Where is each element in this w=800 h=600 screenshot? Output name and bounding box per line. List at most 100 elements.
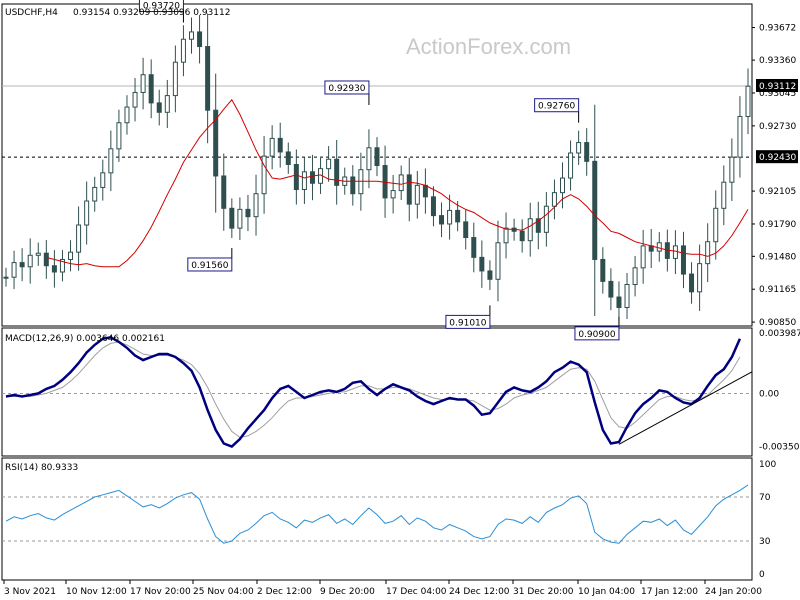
candle-body [697,263,703,293]
candle-body [600,258,606,282]
price-callout-label: 0.90900 [578,330,615,340]
candle-body [43,252,49,267]
price-callout-label: 0.93720 [143,2,180,12]
candle-body [51,265,57,273]
price-callout-box [574,326,620,341]
candle-body [471,237,477,258]
candle-body [277,137,283,153]
candle-body [463,221,469,239]
x-tick-label: 17 Dec 04:00 [386,587,447,597]
candle-body [309,171,315,184]
price-panel: 0.93720 0.91560 0.92930 0.91010 0.92760 0.909… [2,0,752,341]
candle-body [221,175,227,209]
x-tick-label: 9 Dec 20:00 [320,587,375,597]
candle-body [689,273,695,293]
rsi-panel [2,484,752,544]
macd-y-tick-label: 0.003987 [759,329,800,339]
candle-body [358,169,364,195]
candle-body [148,74,154,104]
price-callout-label: 0.91560 [191,261,228,271]
candle-body [116,122,122,150]
candle-body [293,163,299,191]
candle-body [656,242,662,252]
candle-body [76,224,82,253]
price-y-tick-label: 0.93360 [759,56,796,66]
candle-body [68,251,74,260]
price-callout-box [138,0,184,13]
candle-body [519,230,525,242]
candle-body [156,102,162,113]
candle-body [100,172,106,188]
candle-body [374,147,380,167]
candle-body [551,192,557,207]
macd-frame [1,327,753,457]
symbol-timeframe-label: USDCHF,H4 [5,8,58,18]
candle-body [132,91,138,108]
candle-body [261,155,267,195]
candle-body [180,38,186,63]
macd-panel [2,335,753,448]
candle-body [27,254,33,268]
candle-body [672,245,678,259]
price-y-tick-label: 0.92105 [759,187,796,197]
candle-body [108,148,114,174]
candle-body [576,142,582,154]
candle-body [253,193,259,218]
candle-body [414,184,420,205]
x-tick-label: 10 Nov 12:00 [66,587,127,597]
x-tick-label: 2 Dec 12:00 [257,587,312,597]
watermark: ActionForex.com [406,34,571,59]
price-y-tick-label: 0.93672 [759,24,796,34]
candle-body [213,109,219,177]
candle-body [84,200,90,226]
candle-body [390,190,396,199]
x-tick-label: 24 Jan 20:00 [705,587,762,597]
candle-body [745,85,751,117]
ohlc-values: 0.93154 0.93209 0.93096 0.93112 [73,8,230,18]
candle-body [568,152,574,179]
candle-body [406,174,412,205]
price-callout-label: 0.92930 [328,84,365,94]
candle-body [237,208,243,229]
rsi-y-tick-label: 0 [759,570,765,580]
candle-body [495,242,501,280]
candle-body [124,106,130,124]
candle-body [19,262,25,268]
candle-body [334,158,340,186]
candle-body [269,137,275,157]
x-tick-label: 24 Dec 12:00 [449,587,510,597]
candle-body [301,171,307,191]
candle-body [172,61,178,97]
candle-body [326,158,332,170]
axes: 0.93672 0.93360 0.93045 0.92730 0.92105 0.917… [3,24,800,597]
candle-body [350,176,356,195]
macd-line [5,335,742,448]
x-tick-label: 3 Nov 2021 [4,587,56,597]
candle-body [245,208,251,218]
price-frame [1,3,753,327]
price-callout-label: 0.92760 [538,102,575,112]
macd-signal-line [6,341,741,438]
candle-body [140,74,146,93]
candle-body [616,296,622,308]
candle-body [592,160,598,260]
candle-body [35,252,41,256]
candle-body [535,218,541,233]
candle-body [721,181,727,209]
price-y-tick-label: 0.91480 [759,252,796,262]
x-tick-label: 10 Jan 04:00 [578,587,635,597]
macd-y-tick-label: -0.003508 [759,443,800,453]
price-callout-box [445,314,491,329]
candle-body [527,218,533,242]
price-y-tick-label: 0.91165 [759,285,796,295]
price-y-tick-label: 0.91790 [759,220,796,230]
rsi-line [5,484,749,544]
candle-body [632,267,638,286]
candle-body [189,31,194,40]
candle-body [366,147,372,171]
price-callout-label: 0.91010 [449,318,486,328]
candle-body [624,284,630,308]
price-y-tick-label: 0.93045 [759,89,796,99]
